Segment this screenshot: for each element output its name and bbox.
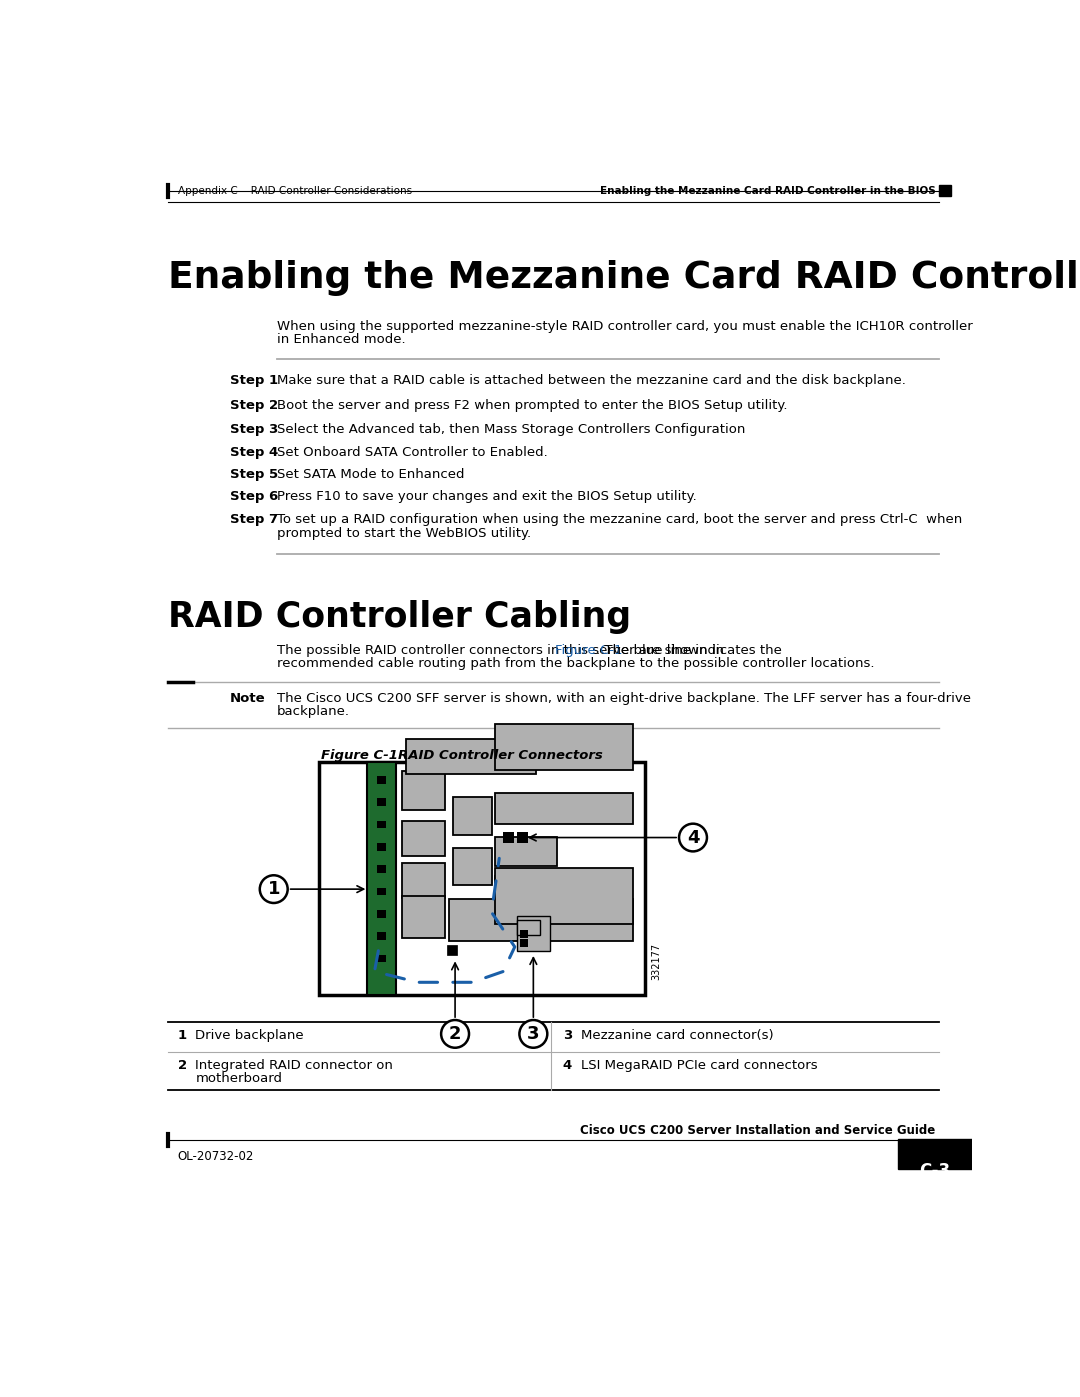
- Text: Make sure that a RAID cable is attached between the mezzanine card and the disk : Make sure that a RAID cable is attached …: [276, 374, 906, 387]
- Text: Step 7: Step 7: [230, 513, 278, 525]
- Circle shape: [519, 1020, 548, 1048]
- Circle shape: [679, 824, 707, 851]
- Bar: [377, 798, 387, 806]
- Bar: [521, 939, 528, 947]
- Bar: [403, 895, 445, 939]
- Bar: [496, 869, 633, 923]
- Bar: [517, 916, 550, 951]
- Text: 1: 1: [268, 880, 280, 898]
- Bar: [377, 820, 387, 828]
- Bar: [403, 771, 445, 810]
- Text: recommended cable routing path from the backplane to the possible controller loc: recommended cable routing path from the …: [276, 657, 875, 669]
- Circle shape: [441, 1020, 469, 1048]
- Text: 2: 2: [449, 1025, 461, 1044]
- Text: RAID Controller Cabling: RAID Controller Cabling: [168, 601, 632, 634]
- Text: 2: 2: [177, 1059, 187, 1071]
- Text: 3: 3: [563, 1030, 572, 1042]
- Text: Set Onboard SATA Controller to Enabled.: Set Onboard SATA Controller to Enabled.: [276, 447, 548, 460]
- Bar: [496, 876, 557, 902]
- Text: Drive backplane: Drive backplane: [195, 1030, 305, 1042]
- Text: Step 1: Step 1: [230, 374, 278, 387]
- Text: OL-20732-02: OL-20732-02: [177, 1150, 254, 1164]
- Bar: [406, 739, 536, 774]
- Text: Appendix C    RAID Controller Considerations: Appendix C RAID Controller Consideration…: [177, 186, 411, 196]
- Bar: [939, 186, 951, 196]
- Text: Mezzanine card connector(s): Mezzanine card connector(s): [581, 1030, 773, 1042]
- Text: Step 6: Step 6: [230, 489, 278, 503]
- Text: Step 3: Step 3: [230, 423, 278, 436]
- Text: backplane.: backplane.: [276, 705, 350, 718]
- Text: motherboard: motherboard: [195, 1071, 283, 1084]
- Text: To set up a RAID configuration when using the mezzanine card, boot the server an: To set up a RAID configuration when usin…: [276, 513, 962, 525]
- Text: 332177: 332177: [651, 943, 661, 979]
- Bar: [447, 946, 458, 956]
- Text: The possible RAID controller connectors in this server are shown in: The possible RAID controller connectors …: [276, 644, 728, 657]
- Text: Figure C-1: Figure C-1: [321, 749, 399, 761]
- Bar: [377, 775, 387, 784]
- Text: Enabling the Mezzanine Card RAID Controller in the BIOS: Enabling the Mezzanine Card RAID Control…: [599, 186, 935, 196]
- Text: Enabling the Mezzanine Card RAID Controller in the BIOS: Enabling the Mezzanine Card RAID Control…: [168, 260, 1080, 296]
- Bar: [377, 842, 387, 851]
- Bar: [403, 821, 445, 856]
- Bar: [377, 954, 387, 963]
- Circle shape: [260, 876, 287, 902]
- Bar: [899, 1140, 972, 1169]
- Bar: [377, 932, 387, 940]
- Bar: [377, 865, 387, 873]
- Text: Select the Advanced tab, then Mass Storage Controllers Configuration: Select the Advanced tab, then Mass Stora…: [276, 423, 745, 436]
- Text: Step 2: Step 2: [230, 398, 278, 412]
- Text: RAID Controller Connectors: RAID Controller Connectors: [399, 749, 604, 761]
- Text: Figure C-1: Figure C-1: [555, 644, 622, 657]
- Bar: [453, 848, 491, 886]
- Text: 4: 4: [563, 1059, 572, 1071]
- Bar: [503, 833, 514, 842]
- Text: Step 5: Step 5: [230, 468, 278, 481]
- Text: Boot the server and press F2 when prompted to enter the BIOS Setup utility.: Boot the server and press F2 when prompt…: [276, 398, 787, 412]
- Text: in Enhanced mode.: in Enhanced mode.: [276, 334, 405, 346]
- Text: 4: 4: [687, 828, 699, 847]
- Text: prompted to start the WebBIOS utility.: prompted to start the WebBIOS utility.: [276, 527, 531, 541]
- Bar: [517, 921, 540, 936]
- Bar: [517, 833, 528, 842]
- Bar: [403, 863, 445, 898]
- Bar: [453, 796, 491, 835]
- Text: 3: 3: [527, 1025, 540, 1044]
- Text: When using the supported mezzanine-style RAID controller card, you must enable t: When using the supported mezzanine-style…: [276, 320, 973, 332]
- Text: Cisco UCS C200 Server Installation and Service Guide: Cisco UCS C200 Server Installation and S…: [580, 1125, 935, 1137]
- Text: Integrated RAID connector on: Integrated RAID connector on: [195, 1059, 393, 1071]
- Text: Note: Note: [230, 692, 266, 705]
- Text: . The blue line indicates the: . The blue line indicates the: [596, 644, 782, 657]
- Bar: [377, 887, 387, 895]
- Text: The Cisco UCS C200 SFF server is shown, with an eight-drive backplane. The LFF s: The Cisco UCS C200 SFF server is shown, …: [276, 692, 971, 705]
- Bar: [496, 837, 557, 866]
- Bar: [377, 909, 387, 918]
- Bar: [367, 763, 396, 996]
- Text: 1: 1: [177, 1030, 187, 1042]
- Bar: [521, 930, 528, 937]
- Text: Set SATA Mode to Enhanced: Set SATA Mode to Enhanced: [276, 468, 464, 481]
- Bar: [496, 793, 633, 824]
- Text: C-3: C-3: [919, 1162, 950, 1180]
- Text: LSI MegaRAID PCIe card connectors: LSI MegaRAID PCIe card connectors: [581, 1059, 818, 1071]
- Text: Step 4: Step 4: [230, 447, 278, 460]
- Bar: [319, 763, 645, 996]
- Bar: [449, 900, 633, 942]
- Bar: [496, 724, 633, 770]
- Text: Press F10 to save your changes and exit the BIOS Setup utility.: Press F10 to save your changes and exit …: [276, 489, 697, 503]
